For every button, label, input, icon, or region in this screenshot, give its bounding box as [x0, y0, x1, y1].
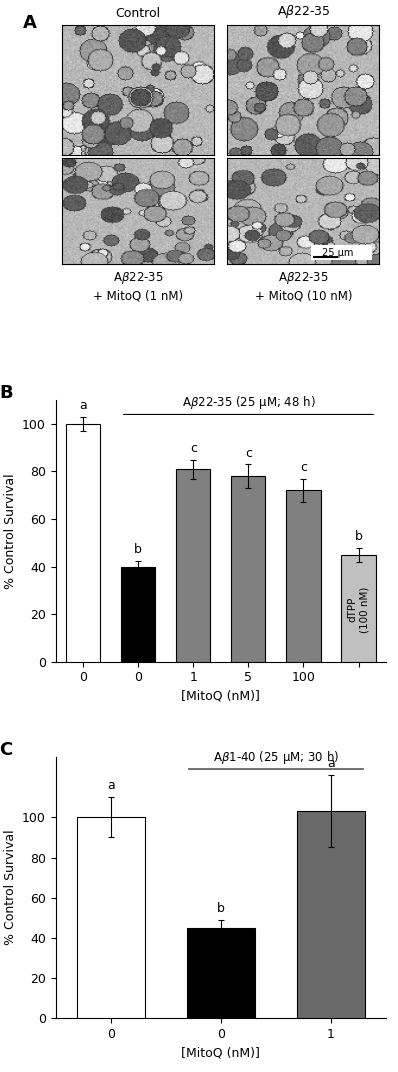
Text: a: a	[79, 399, 87, 412]
Text: A$\mathit{\beta}$1-40 (25 μM; 30 h): A$\mathit{\beta}$1-40 (25 μM; 30 h)	[213, 749, 339, 766]
Text: a: a	[327, 757, 335, 770]
Text: Control: Control	[116, 6, 161, 19]
Text: A: A	[23, 14, 37, 32]
Text: A$\mathit{\beta}$22-35
+ MitoQ (10 nM): A$\mathit{\beta}$22-35 + MitoQ (10 nM)	[255, 269, 352, 302]
Bar	[287, 491, 320, 661]
Text: b: b	[217, 902, 225, 914]
Text: a: a	[107, 779, 115, 792]
Bar	[297, 812, 365, 1018]
Y-axis label: % Control Survival: % Control Survival	[4, 473, 17, 589]
Bar	[341, 554, 376, 661]
Y-axis label: % Control Survival: % Control Survival	[4, 830, 17, 946]
Text: c: c	[190, 442, 197, 455]
Text: b: b	[355, 530, 363, 542]
Text: A$\mathit{\beta}$22-35 (25 μM; 48 h): A$\mathit{\beta}$22-35 (25 μM; 48 h)	[181, 393, 315, 411]
Bar	[187, 928, 255, 1018]
Text: dTPP
(100 nM): dTPP (100 nM)	[348, 586, 369, 632]
Text: c: c	[300, 461, 307, 474]
Bar	[121, 567, 155, 661]
Text: B: B	[0, 385, 13, 402]
Text: A$\mathit{\beta}$22-35
+ MitoQ (1 nM): A$\mathit{\beta}$22-35 + MitoQ (1 nM)	[93, 269, 183, 302]
Text: c: c	[245, 447, 252, 460]
Bar	[176, 470, 211, 661]
Bar	[231, 476, 265, 661]
X-axis label: [MitoQ (nM)]: [MitoQ (nM)]	[181, 1046, 260, 1060]
Bar	[66, 423, 100, 661]
Text: C: C	[0, 741, 13, 759]
Text: A$\mathit{\beta}$22-35: A$\mathit{\beta}$22-35	[277, 2, 330, 19]
Text: b: b	[135, 542, 142, 556]
Bar	[77, 817, 145, 1018]
X-axis label: [MitoQ (nM)]: [MitoQ (nM)]	[181, 690, 260, 703]
